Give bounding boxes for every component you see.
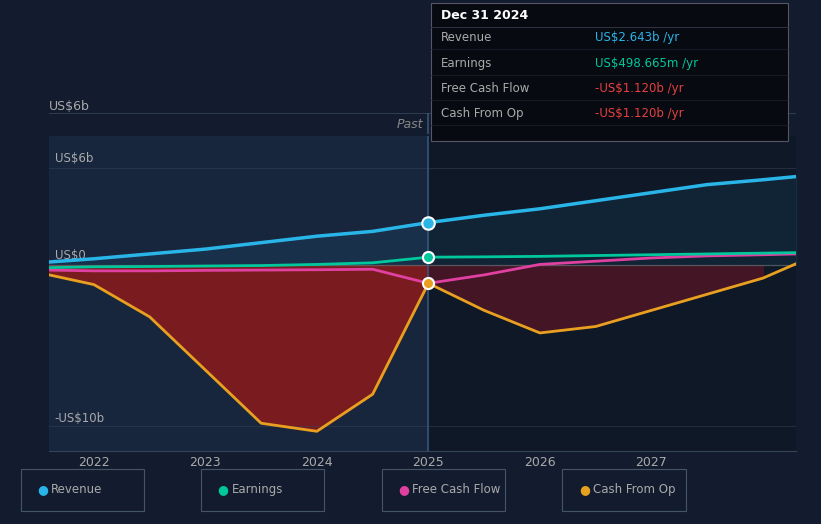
Text: Dec 31 2024: Dec 31 2024 [441,9,528,21]
Text: Free Cash Flow: Free Cash Flow [441,82,530,95]
Text: -US$1.120b /yr: -US$1.120b /yr [595,107,684,120]
Text: Analysts Forecasts: Analysts Forecasts [434,118,550,130]
Text: US$2.643b /yr: US$2.643b /yr [595,31,680,45]
Text: ●: ● [398,484,409,496]
Text: Revenue: Revenue [51,484,103,496]
Text: -US$10b: -US$10b [55,412,105,425]
Text: ●: ● [579,484,589,496]
Text: Cash From Op: Cash From Op [593,484,675,496]
Text: US$6b: US$6b [49,100,90,113]
Text: US$6b: US$6b [55,152,94,165]
Text: -US$1.120b /yr: -US$1.120b /yr [595,82,684,95]
Text: US$0: US$0 [55,249,85,262]
Text: Free Cash Flow: Free Cash Flow [412,484,501,496]
Text: ●: ● [37,484,48,496]
Text: Earnings: Earnings [441,57,493,70]
Text: Earnings: Earnings [232,484,283,496]
Bar [429,136,796,451]
Text: ●: ● [218,484,228,496]
Bar [49,136,429,451]
Text: Cash From Op: Cash From Op [441,107,523,120]
Text: Revenue: Revenue [441,31,493,45]
Text: US$498.665m /yr: US$498.665m /yr [595,57,699,70]
Text: Past: Past [397,118,423,130]
